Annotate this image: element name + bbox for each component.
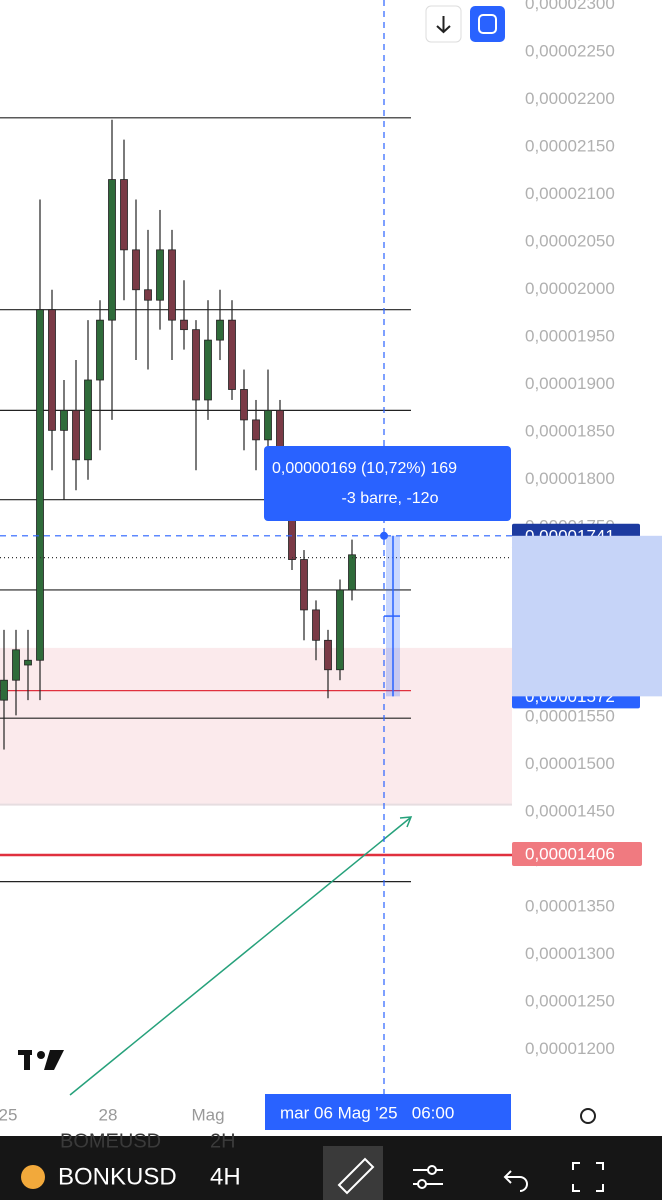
ruler-button[interactable] [323,1146,383,1200]
measure-point [380,531,388,540]
measure-line1: 0,00000169 (10,72%) 169 [272,460,457,477]
crosshair-date-bg [265,1094,511,1130]
prev-interval: 2H [210,1130,236,1152]
measure-box [264,446,511,521]
y-tick-label: 0,00001900 [525,374,615,393]
candle-body [240,389,248,421]
x-tick-label: 28 [99,1105,118,1124]
x-tick-label: Mag [191,1105,224,1124]
candle-body [108,179,116,321]
zone [0,647,512,805]
y-tick-label: 0,00001850 [525,422,615,441]
candle-body [168,249,176,321]
fullscreen-toggle[interactable] [572,1162,604,1192]
candle-body [192,329,200,401]
logo [18,1050,64,1070]
scroll-button[interactable] [425,5,462,43]
y-tick-label: 0,00002300 [525,0,615,13]
y-tick-label: 0,00001950 [525,327,615,346]
undo-button[interactable] [503,1170,528,1192]
settings-button[interactable] [580,1108,596,1124]
y-tick-label: 0,00001350 [525,897,615,916]
candle-body [0,679,8,701]
candle-body [60,409,68,431]
time-axis: 25 28 Mag mar 06 Mag '25 06:00 [0,1094,511,1130]
y-tick-label: 0,00002200 [525,89,615,108]
candle-body [156,249,164,301]
candle-body [48,309,56,431]
candle-body [348,554,356,591]
candle-body [36,309,44,661]
y-tick-label: 0,00002000 [525,279,615,298]
candle-body [324,639,332,671]
y-tick-label: 0,00001800 [525,469,615,488]
candle-body [132,249,140,291]
candle-body [84,379,92,461]
y-tick-label: 0,00002150 [525,137,615,156]
x-tick-label: 25 [0,1105,17,1124]
y-tick-label: 0,00002100 [525,184,615,203]
y-tick-label: 0,00001200 [525,1039,615,1058]
y-tick-label: 0,00001300 [525,944,615,963]
measure-line2: -3 barre, -12o [342,490,439,507]
candle-body [24,659,32,666]
price-label: 0,00001406 [525,845,615,864]
y-tick-label: 0,00001250 [525,992,615,1011]
indicators-button[interactable] [413,1165,443,1189]
candle-body [204,339,212,401]
y-tick-label: 0,00002250 [525,42,615,61]
y-tick-label: 0,00001550 [525,707,615,726]
candle-body [72,409,80,461]
crosshair-date: mar 06 Mag '25 06:00 [280,1103,454,1122]
candle-body [228,319,236,390]
candle-body [144,289,152,301]
interval[interactable]: 4H [210,1163,241,1190]
candle-body [252,419,260,441]
symbol[interactable]: BONKUSD [58,1163,177,1190]
measure-scale-band [512,535,662,697]
price-label-bg [512,842,642,867]
y-tick-label: 0,00002050 [525,232,615,251]
y-tick-label: 0,00001450 [525,802,615,821]
candle-body [264,409,272,441]
y-tick-label: 0,00001500 [525,754,615,773]
candle-body [312,609,320,641]
trend-arrow [69,817,411,1096]
plot-area [0,117,512,883]
fullscreen-button[interactable] [470,6,505,42]
candle-body [216,319,224,341]
candle-body [300,559,308,611]
symbol-icon [21,1165,45,1189]
candle-body [120,179,128,251]
prev-symbol: BOMEUSD [60,1130,161,1152]
candle-body [12,649,20,681]
candle-body [336,589,344,671]
arrow-head [399,816,413,828]
candle-body [180,319,188,331]
candle-body [96,319,104,381]
